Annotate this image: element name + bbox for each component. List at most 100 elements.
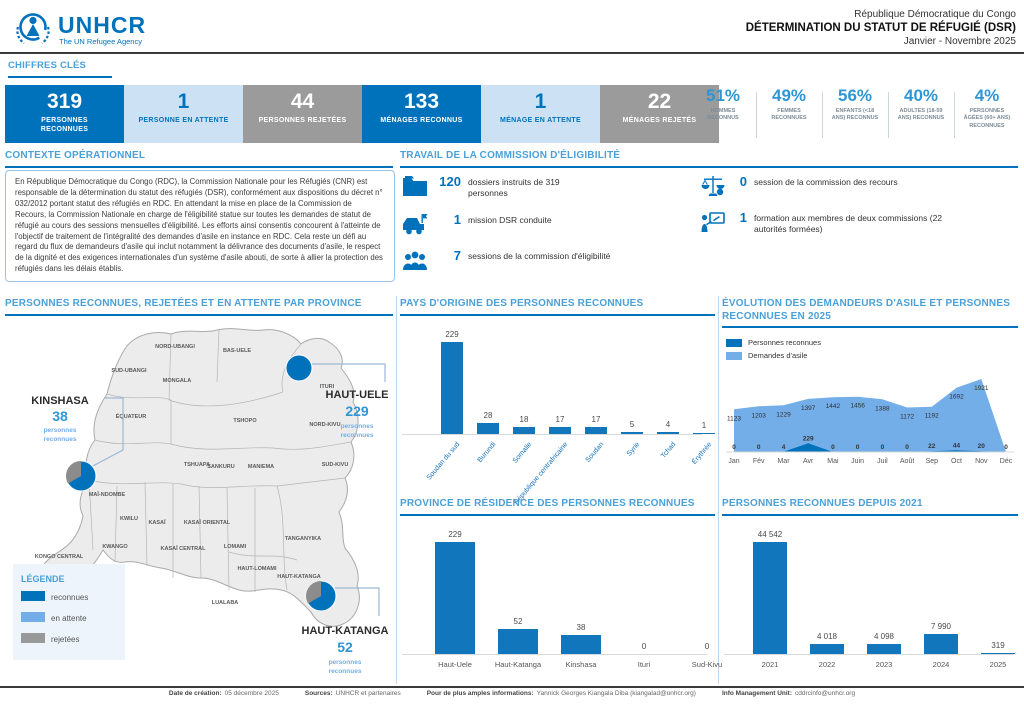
stat-sessions-recours: 0 session de la commission des recours xyxy=(700,174,898,202)
depuis-2021-bar-chart: 44 542 2021 4 018 2022 4 098 2023 7 990 2024 319… xyxy=(722,516,1018,684)
chart-bar xyxy=(498,628,538,654)
haut-katanga-pie-marker xyxy=(305,580,337,612)
chart-label: 0 xyxy=(1004,444,1008,451)
chart-bar xyxy=(924,633,958,654)
chart-label: 4 xyxy=(782,444,786,451)
legend-swatch-reconnues xyxy=(21,591,45,601)
province-label: KONGO CENTRAL xyxy=(35,554,84,560)
chart-label: Juin xyxy=(851,458,864,465)
chart-baseline xyxy=(402,654,707,655)
chart-label: 20 xyxy=(978,443,986,450)
bar-value-label: 1 xyxy=(701,420,707,430)
chart-bar xyxy=(867,643,901,654)
pct-value: 4% xyxy=(974,86,1000,105)
pct-enfants: 56% ENFANTS (<18 ANS) RECONNUS xyxy=(822,86,888,144)
bar-value-label: 52 xyxy=(513,616,523,626)
chart-bar xyxy=(753,542,787,654)
kpi-label: PERSONNES REJETÉES xyxy=(258,117,347,124)
chart-bar xyxy=(441,342,463,434)
chart-baseline xyxy=(402,434,702,435)
callout-sub: personnes xyxy=(341,423,374,430)
divider xyxy=(396,296,397,684)
bar-category-label: 2024 xyxy=(932,660,950,669)
personnes-reconnues-area xyxy=(734,443,1006,452)
drc-province-map: SUD-UBANGI NORD-UBANGI MONGALA BAS-UELE ITUR… xyxy=(13,328,389,675)
report-country: République Démocratique du Congo xyxy=(854,9,1016,20)
chart-label: Avr xyxy=(803,458,814,465)
vehicle-icon xyxy=(402,213,428,240)
legend-label: reconnues xyxy=(51,593,88,602)
pays-origine-bar-chart: 229 Soudan du sud 28 Burundi 18 Somalie 17 Répu… xyxy=(400,322,715,506)
province-label: MONGALA xyxy=(163,378,191,384)
bar-category-label: 2025 xyxy=(989,660,1007,669)
chart-label: 0 xyxy=(757,444,761,451)
pct-label: ENFANTS (<18 ANS) RECONNUS xyxy=(831,108,879,122)
legend-swatch-demandes xyxy=(726,351,742,360)
map-legend: LÉGENDE reconnues en attente rejetées xyxy=(13,564,125,660)
legend-swatch-reconnues xyxy=(726,338,742,347)
chart-bar xyxy=(981,652,1015,654)
province-label: KASAÏ CENTRAL xyxy=(161,545,207,552)
kpi-value: 1 xyxy=(177,90,190,113)
chart-label: Oct xyxy=(951,458,962,465)
province-label: SANKURU xyxy=(207,464,235,470)
depuis-2021-title: PERSONNES RECONNUES DEPUIS 2021 xyxy=(722,498,1018,516)
chart-label: 1192 xyxy=(925,413,939,420)
kpi-menages-rejetes: 22 MÉNAGES REJETÉS xyxy=(600,85,719,143)
kpi-value: 1 xyxy=(534,90,547,113)
chart-bar xyxy=(513,426,535,434)
stat-mission: 1 mission DSR conduite xyxy=(402,212,552,240)
callout-value: 38 xyxy=(52,408,68,424)
chart-label: Sep xyxy=(926,458,939,465)
province-residence-bar-chart: 229 Haut-Uele 52 Haut-Katanga 38 Kinshasa 0 Itu… xyxy=(400,516,722,684)
province-label: ÉQUATEUR xyxy=(116,412,146,420)
pct-value: 51% xyxy=(705,86,741,105)
drc-outline xyxy=(42,328,360,627)
chart-label: 0 xyxy=(856,444,860,451)
pct-hommes: 51% HOMMES RECONNUS xyxy=(690,86,756,144)
kpi-personnes-reconnues: 319 PERSONNES RECONNUES xyxy=(5,85,124,143)
evolution-area-chart: 1123 1203 1229 1397 1442 1456 1388 1172 1192 1692… xyxy=(726,379,1014,465)
report-period: Janvier - Novembre 2025 xyxy=(903,36,1016,47)
bar-value-label: 28 xyxy=(483,410,493,420)
chart-label: Août xyxy=(900,458,914,465)
bar-category-label: 2022 xyxy=(818,660,836,669)
stat-text: formation aux membres de deux commission… xyxy=(754,213,943,235)
bar-value-label: 4 098 xyxy=(873,631,895,641)
callout-kinshasa: KINSHASA 38 personnes reconnues xyxy=(31,395,89,443)
province-label: KWANGO xyxy=(102,544,128,550)
bar-value-label: 229 xyxy=(445,330,459,339)
chart-label: 1123 xyxy=(727,415,741,422)
chart-bar xyxy=(657,432,679,434)
chart-bar xyxy=(693,432,715,434)
province-label: KWILU xyxy=(120,516,138,522)
chart-label: Jan xyxy=(728,458,739,465)
bar-value-label: 5 xyxy=(629,419,635,429)
stat-value: 7 xyxy=(453,248,461,263)
legend-swatch-rejetees xyxy=(21,633,45,643)
footer-divider xyxy=(0,686,1024,688)
chart-label: 0 xyxy=(732,444,736,451)
report-header: République Démocratique du Congo DÉTERMI… xyxy=(746,8,1016,48)
province-labels: SUD-UBANGI NORD-UBANGI MONGALA BAS-UELE ITUR… xyxy=(35,344,349,606)
kpi-personne-en-attente: 1 PERSONNE EN ATTENTE xyxy=(124,85,243,143)
bar-category-label: Sud-Kivu xyxy=(691,660,723,669)
scales-icon xyxy=(700,175,726,202)
callout-name: KINSHASA xyxy=(31,395,89,407)
bar-value-label: 319 xyxy=(991,640,1005,650)
footer-contact: Pour de plus amples informations: Yannick… xyxy=(426,690,696,697)
kpi-value: 133 xyxy=(403,90,440,113)
callout-haut-uele: HAUT-UELE 229 personnes reconnues xyxy=(326,389,389,439)
evolution-title: ÉVOLUTION DES DEMANDEURS D'ASILE ET PERS… xyxy=(722,298,1018,328)
kpi-label: MÉNAGE EN ATTENTE xyxy=(500,117,581,124)
callout-name: HAUT-UELE xyxy=(326,389,389,401)
folder-icon xyxy=(402,175,428,202)
bar-value-label: 17 xyxy=(591,415,601,425)
pct-value: 40% xyxy=(903,86,939,105)
chart-label: 0 xyxy=(831,444,835,451)
legend-label: rejetées xyxy=(51,635,79,644)
divider xyxy=(888,92,889,138)
stat-value: 120 xyxy=(439,174,461,189)
key-figures-title: CHIFFRES CLÉS xyxy=(8,60,112,78)
chart-label: 1692 xyxy=(949,394,964,401)
